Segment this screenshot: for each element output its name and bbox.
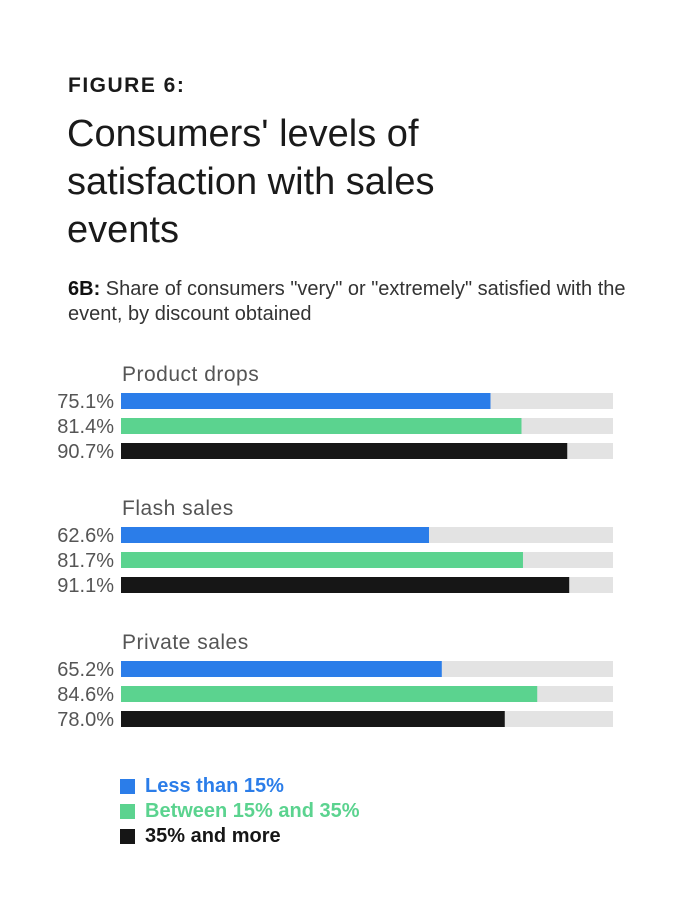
chart-subtitle: 6B: Share of consumers "very" or "extrem… xyxy=(68,277,628,327)
legend-swatch xyxy=(120,804,135,819)
subtitle-text: Share of consumers "very" or "extremely"… xyxy=(68,278,626,325)
value-label: 65.2% xyxy=(57,659,114,681)
group-label: Private sales xyxy=(122,631,249,654)
legend-label: Less than 15% xyxy=(145,775,284,797)
bar xyxy=(121,418,522,434)
group-label: Flash sales xyxy=(122,497,234,520)
value-label: 81.4% xyxy=(57,416,114,438)
legend-label: 35% and more xyxy=(145,825,281,847)
legend-item-35-and-more: 35% and more xyxy=(120,824,360,849)
bar-chart: Product drops 75.1% 81.4% 90.7% Flash sales 6… xyxy=(57,363,613,731)
value-label: 90.7% xyxy=(57,441,114,463)
legend-item-15-to-35: Between 15% and 35% xyxy=(120,799,360,824)
chart-title: Consumers' levels of satisfaction with s… xyxy=(67,113,435,251)
legend-item-less-than-15: Less than 15% xyxy=(120,774,360,799)
bar xyxy=(121,577,570,593)
value-label: 84.6% xyxy=(57,684,114,706)
value-label: 78.0% xyxy=(57,709,114,731)
subtitle-prefix: 6B: xyxy=(68,278,101,300)
bar xyxy=(121,686,538,702)
figure-label: FIGURE 6: xyxy=(68,74,186,97)
legend-swatch xyxy=(120,779,135,794)
legend-swatch xyxy=(120,829,135,844)
bar xyxy=(121,393,491,409)
value-label: 75.1% xyxy=(57,391,114,413)
bar xyxy=(121,552,523,568)
group-label: Product drops xyxy=(122,363,259,386)
bar xyxy=(121,443,568,459)
bar xyxy=(121,661,442,677)
legend-label: Between 15% and 35% xyxy=(145,800,360,822)
value-label: 62.6% xyxy=(57,525,114,547)
legend: Less than 15% Between 15% and 35% 35% an… xyxy=(120,774,360,849)
value-label: 81.7% xyxy=(57,550,114,572)
value-label: 91.1% xyxy=(57,575,114,597)
bar xyxy=(121,711,505,727)
bar xyxy=(121,527,429,543)
